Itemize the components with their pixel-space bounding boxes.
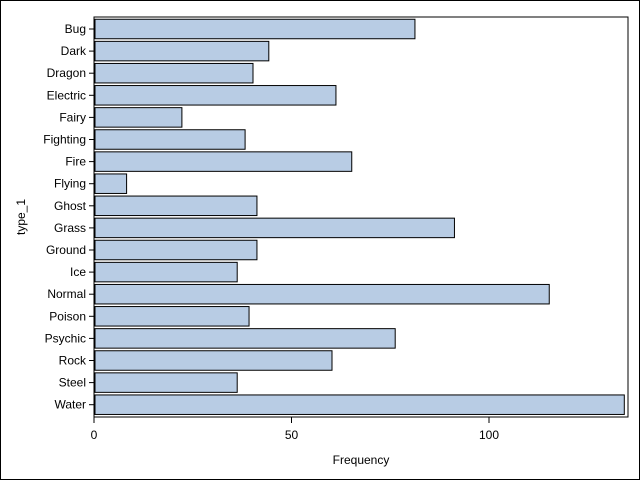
x-tick-label-100: 100 xyxy=(479,428,499,442)
bar-psychic xyxy=(94,328,396,349)
y-tick-label-grass: Grass xyxy=(54,221,86,235)
y-tick-label-steel: Steel xyxy=(59,376,86,390)
bar-fire xyxy=(94,151,353,172)
bar-ghost xyxy=(94,195,258,217)
y-tick-label-ghost: Ghost xyxy=(54,199,87,213)
bar-grass xyxy=(94,217,455,239)
y-tick-label-rock: Rock xyxy=(59,354,87,368)
y-tick-label-dragon: Dragon xyxy=(47,66,86,80)
bar-ice xyxy=(94,261,238,283)
y-tick-label-flying: Flying xyxy=(54,177,86,191)
y-tick-label-bug: Bug xyxy=(65,22,86,36)
bar-dark xyxy=(94,40,270,62)
y-tick-label-dark: Dark xyxy=(61,44,87,58)
y-tick-label-poison: Poison xyxy=(49,309,86,323)
y-tick-label-ground: Ground xyxy=(46,243,86,257)
bar-poison xyxy=(94,306,250,327)
y-tick-labels: Bug Dark Dragon Electric Fairy Fighting Fire Fl… xyxy=(43,22,94,412)
x-tick-label-50: 50 xyxy=(285,428,299,442)
x-axis-title: Frequency xyxy=(333,453,390,467)
y-axis-title: type_1 xyxy=(14,199,28,235)
bar-electric xyxy=(94,85,337,106)
bar-normal xyxy=(94,283,550,305)
y-tick-label-psychic: Psychic xyxy=(45,331,86,345)
x-tick-label-0: 0 xyxy=(91,428,98,442)
y-tick-label-normal: Normal xyxy=(47,287,86,301)
y-tick-label-fire: Fire xyxy=(65,155,86,169)
x-axis-ticks: 0 50 100 xyxy=(91,417,499,442)
bar-fighting xyxy=(94,129,246,150)
y-tick-label-fighting: Fighting xyxy=(43,133,86,147)
y-tick-label-electric: Electric xyxy=(47,88,86,102)
bar-bug xyxy=(94,18,416,40)
bar-steel xyxy=(94,372,238,393)
y-tick-label-water: Water xyxy=(54,398,86,412)
bar-ground xyxy=(94,239,258,261)
bars-group xyxy=(94,18,625,415)
bar-fairy xyxy=(94,107,183,128)
bar-water xyxy=(94,394,625,415)
bar-flying xyxy=(94,173,128,194)
y-tick-label-fairy: Fairy xyxy=(59,110,86,124)
y-tick-label-ice: Ice xyxy=(70,265,86,279)
bar-rock xyxy=(94,350,333,371)
bar-dragon xyxy=(94,62,254,84)
